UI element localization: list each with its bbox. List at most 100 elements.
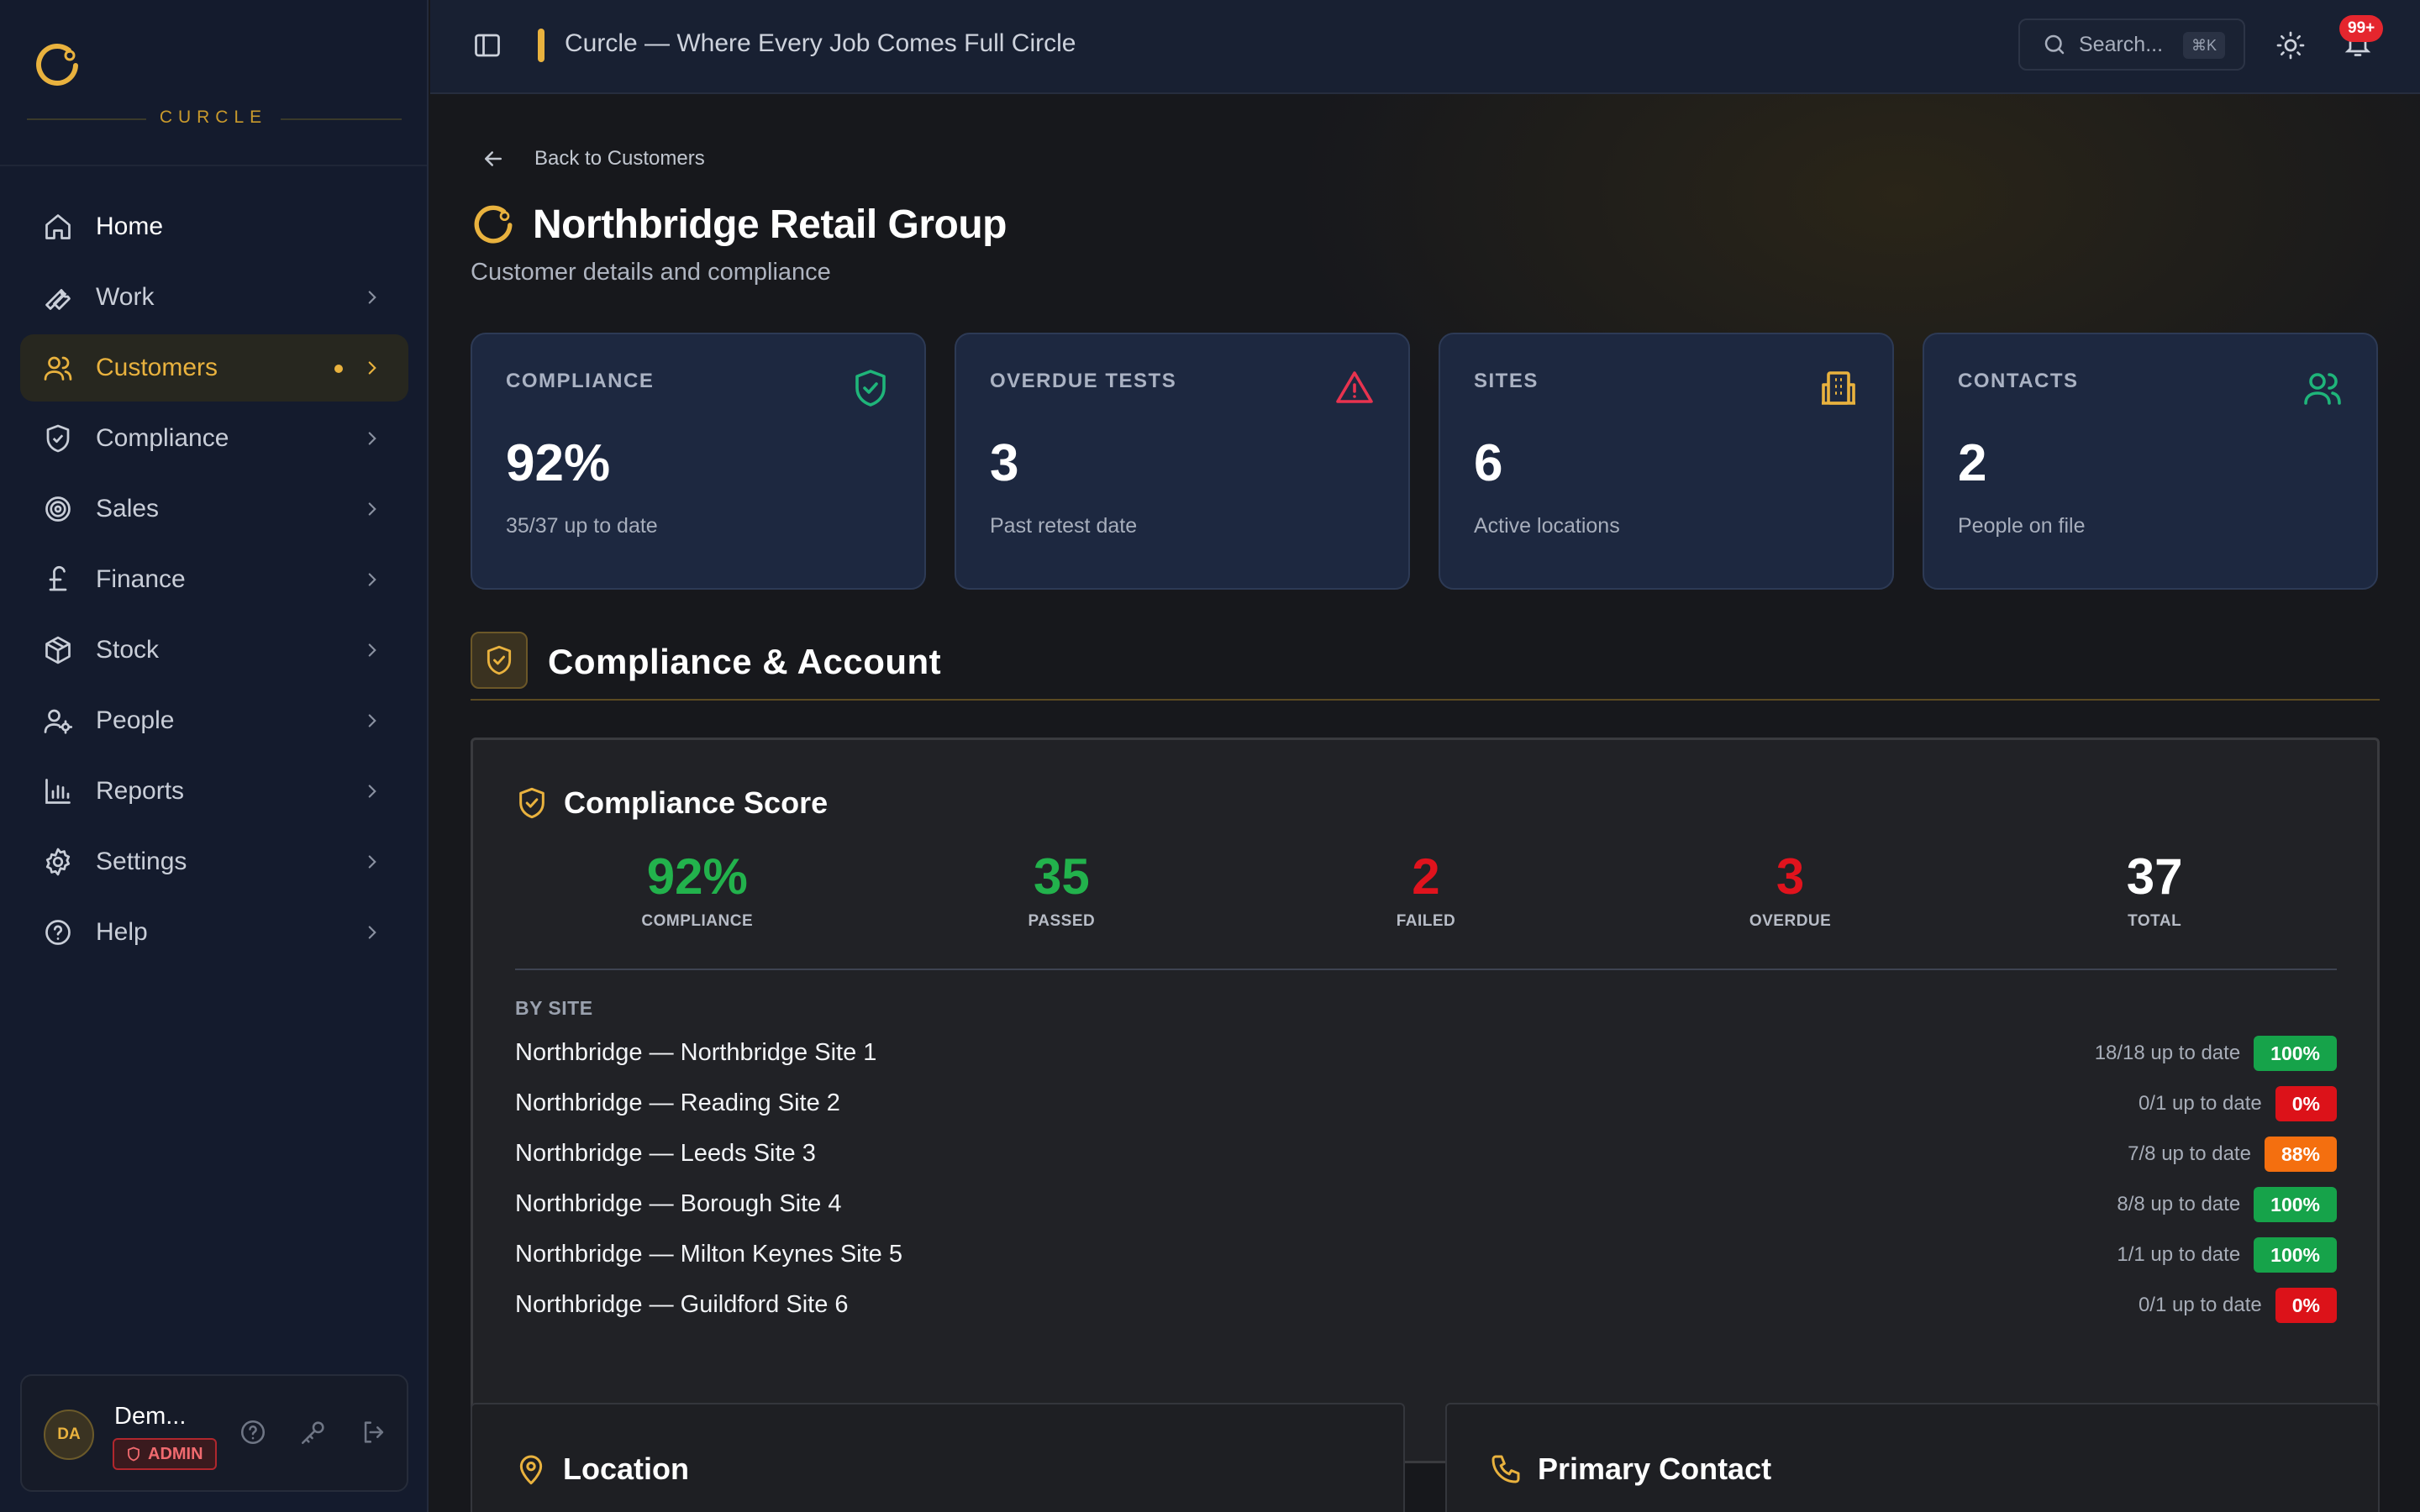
- site-percentage-badge: 100%: [2254, 1036, 2337, 1071]
- chevron-right-icon: [368, 432, 376, 445]
- search-shortcut: ⌘K: [2182, 32, 2225, 59]
- stat-cards: COMPLIANCE 92% 35/37 up to date OVERDUE …: [471, 333, 2378, 590]
- search-input[interactable]: Search... ⌘K: [2018, 18, 2245, 71]
- role-badge: ADMIN: [113, 1438, 217, 1470]
- metric-overdue: 3 OVERDUE: [1608, 848, 1973, 931]
- metric-label: COMPLIANCE: [641, 912, 754, 930]
- metric-label: PASSED: [1028, 912, 1096, 930]
- logout-icon[interactable]: [360, 1418, 390, 1448]
- app-title: Curcle — Where Every Job Comes Full Circ…: [565, 29, 1076, 57]
- sidebar-item-label: Help: [96, 918, 148, 946]
- avatar[interactable]: DA: [44, 1410, 94, 1460]
- location-card-title: Location: [563, 1452, 689, 1486]
- stat-subtext: People on file: [1958, 514, 2086, 538]
- notification-badge[interactable]: 99+: [2339, 15, 2384, 42]
- shield-check-icon: [42, 423, 74, 454]
- sidebar-nav: Home Work Customers Compliance: [20, 193, 408, 969]
- sidebar-item-label: People: [96, 706, 175, 734]
- primary-contact-header: Primary Contact: [1489, 1452, 1771, 1487]
- help-circle-icon[interactable]: [239, 1418, 269, 1448]
- sidebar-item-label: Sales: [96, 495, 160, 522]
- chevron-right-icon: [368, 643, 376, 657]
- site-row[interactable]: Northbridge — Milton Keynes Site 5 1/1 u…: [515, 1231, 2337, 1281]
- sidebar-item-work[interactable]: Work: [20, 264, 408, 331]
- sidebar-item-reports[interactable]: Reports: [20, 758, 408, 825]
- chevron-right-icon: [368, 785, 376, 798]
- sidebar-item-customers[interactable]: Customers: [20, 334, 408, 402]
- site-row[interactable]: Northbridge — Borough Site 4 8/8 up to d…: [515, 1180, 2337, 1231]
- site-percentage-badge: 100%: [2254, 1187, 2337, 1222]
- metric-value: 92%: [646, 848, 748, 905]
- key-icon[interactable]: [299, 1418, 329, 1448]
- metric-compliance: 92% COMPLIANCE: [515, 848, 880, 931]
- sidebar-item-finance[interactable]: Finance: [20, 546, 408, 613]
- site-count: 7/8 up to date: [2128, 1142, 2251, 1165]
- stat-label: SITES: [1474, 370, 1539, 392]
- main-content: Back to Customers Northbridge Retail Gro…: [430, 94, 2420, 1512]
- search-icon: [2044, 34, 2065, 55]
- site-count: 8/8 up to date: [2117, 1193, 2241, 1215]
- sidebar-item-settings[interactable]: Settings: [20, 828, 408, 895]
- search-placeholder: Search...: [2079, 32, 2164, 56]
- stat-subtext: Past retest date: [990, 514, 1138, 538]
- site-row[interactable]: Northbridge — Northbridge Site 1 18/18 u…: [515, 1029, 2337, 1079]
- pound-icon: [42, 564, 74, 596]
- stat-card-sites[interactable]: SITES 6 Active locations: [1439, 333, 1894, 590]
- sidebar-item-label: Stock: [96, 636, 160, 664]
- sidebar-item-label: Customers: [96, 354, 218, 381]
- sidebar-item-stock[interactable]: Stock: [20, 617, 408, 684]
- sidebar-item-label: Finance: [96, 565, 186, 593]
- site-count: 18/18 up to date: [2094, 1042, 2241, 1064]
- users-icon: [42, 352, 74, 384]
- compliance-score-panel: Compliance Score 92% COMPLIANCE 35 PASSE…: [471, 738, 2380, 1463]
- metric-failed: 2 FAILED: [1244, 848, 1608, 931]
- stat-card-contacts[interactable]: CONTACTS 2 People on file: [1923, 333, 2378, 590]
- users-icon: [2304, 373, 2341, 405]
- top-bar: Curcle — Where Every Job Comes Full Circ…: [430, 0, 2420, 94]
- sidebar-item-sales[interactable]: Sales: [20, 475, 408, 543]
- page-heading: Northbridge Retail Group: [471, 202, 1007, 248]
- curcle-logo-icon[interactable]: [32, 40, 82, 91]
- stat-value: 3: [990, 434, 1019, 492]
- sidebar-toggle-icon[interactable]: [472, 30, 502, 60]
- site-list: Northbridge — Northbridge Site 1 18/18 u…: [515, 1029, 2337, 1331]
- chevron-right-icon: [368, 926, 376, 939]
- stat-card-overdue-tests[interactable]: OVERDUE TESTS 3 Past retest date: [955, 333, 1410, 590]
- sidebar-item-label: Compliance: [96, 424, 229, 452]
- sidebar-item-people[interactable]: People: [20, 687, 408, 754]
- user-card: DA Dem... ADMIN: [20, 1374, 408, 1492]
- stat-value: 2: [1958, 434, 1987, 492]
- sidebar-item-label: Work: [96, 283, 155, 311]
- sidebar-item-compliance[interactable]: Compliance: [20, 405, 408, 472]
- chevron-right-icon: [368, 855, 376, 869]
- metric-value: 2: [1412, 848, 1440, 905]
- site-status: 1/1 up to date 100%: [2117, 1237, 2337, 1273]
- sun-icon[interactable]: [2275, 30, 2306, 60]
- site-status: 8/8 up to date 100%: [2117, 1187, 2337, 1222]
- stat-value: 6: [1474, 434, 1503, 492]
- stat-label: CONTACTS: [1958, 370, 2079, 392]
- site-percentage-badge: 88%: [2264, 1137, 2337, 1172]
- primary-contact-card: Primary Contact: [1445, 1403, 2380, 1512]
- metric-passed: 35 PASSED: [880, 848, 1244, 931]
- brand-name: CURCLE: [159, 108, 268, 127]
- site-row[interactable]: Northbridge — Leeds Site 3 7/8 up to dat…: [515, 1130, 2337, 1180]
- stat-value: 92%: [506, 434, 611, 492]
- page-title: Northbridge Retail Group: [533, 202, 1007, 247]
- back-to-customers-link[interactable]: Back to Customers: [481, 146, 705, 171]
- stat-card-compliance[interactable]: COMPLIANCE 92% 35/37 up to date: [471, 333, 926, 590]
- stat-subtext: 35/37 up to date: [506, 514, 658, 538]
- metric-total: 37 TOTAL: [1972, 848, 2337, 931]
- sidebar-item-home[interactable]: Home: [20, 193, 408, 260]
- site-row[interactable]: Northbridge — Reading Site 2 0/1 up to d…: [515, 1079, 2337, 1130]
- section-title: Compliance & Account: [548, 642, 942, 681]
- page-subtitle: Customer details and compliance: [471, 259, 831, 286]
- user-gear-icon: [42, 705, 74, 737]
- stat-label: OVERDUE TESTS: [990, 370, 1177, 392]
- sidebar-item-help[interactable]: Help: [20, 899, 408, 966]
- stat-label: COMPLIANCE: [506, 370, 655, 392]
- site-row[interactable]: Northbridge — Guildford Site 6 0/1 up to…: [515, 1281, 2337, 1331]
- brand-divider: [27, 118, 146, 120]
- site-status: 0/1 up to date 0%: [2139, 1288, 2337, 1323]
- sidebar-item-label: Home: [96, 213, 164, 240]
